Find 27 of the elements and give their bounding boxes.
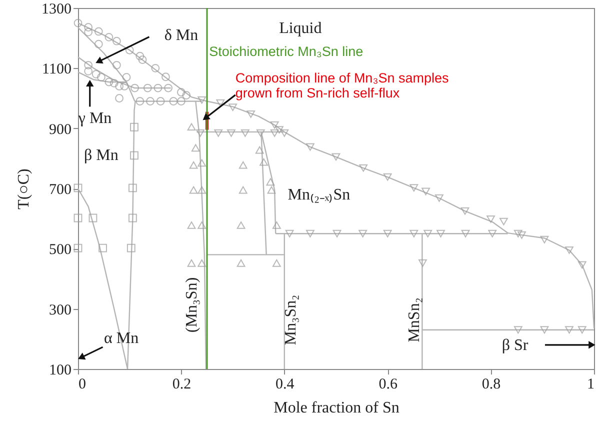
annotation: γ Mn: [77, 110, 112, 128]
annotation: Mn₃Sn₂: [282, 294, 300, 346]
annotation: (Mn₃Sn): [184, 277, 201, 333]
y-axis-title: T(○C): [16, 168, 32, 210]
y-tick-label: 1300: [42, 2, 72, 18]
y-tick-label: 300: [49, 302, 72, 318]
x-tick-label: 0.8: [482, 376, 501, 392]
x-axis-title: Mole fraction of Sn: [274, 400, 400, 416]
x-tick-label: 0.4: [276, 376, 295, 392]
annotation: Liquid: [279, 20, 322, 37]
annotation: β Mn: [84, 147, 118, 164]
annotation: Mn₍₂₋ₓ₎Sn: [288, 186, 350, 204]
y-tick-label: 900: [49, 122, 72, 138]
ref-line-label: Stoichiometric Mn₃Sn line: [209, 44, 364, 60]
annotation: β Sr: [502, 336, 529, 354]
y-tick-label: 100: [49, 362, 72, 378]
annotation: δ Mn: [164, 27, 198, 44]
annotation: α Mn: [104, 330, 139, 348]
annotation: MnSn₂: [406, 298, 423, 342]
x-tick-label: 1: [587, 376, 594, 392]
x-tick-label: 0: [78, 376, 86, 392]
y-tick-label: 500: [49, 242, 72, 258]
y-tick-label: 1100: [42, 62, 72, 78]
x-tick-label: 0.2: [172, 376, 192, 392]
x-tick-label: 0.6: [378, 376, 398, 392]
y-tick-label: 700: [49, 182, 72, 198]
text: Composition line of Mn₃Sn samples grown from Sn-rich self-flux: [235, 70, 449, 101]
